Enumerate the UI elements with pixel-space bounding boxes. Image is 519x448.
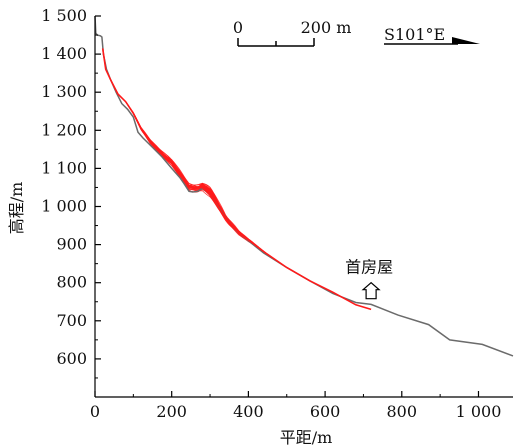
scale-bar: 0 200 m xyxy=(233,18,352,47)
y-tick-label: 900 xyxy=(56,235,87,254)
trajectory-band-line xyxy=(125,101,266,254)
y-tick-label: 1 300 xyxy=(41,82,87,101)
trajectory-band-line xyxy=(125,101,266,254)
y-tick-label: 800 xyxy=(56,273,87,292)
y-axis-title: 高程/m xyxy=(7,182,26,235)
x-tick-label: 800 xyxy=(387,402,418,421)
trajectory-band-line xyxy=(125,101,266,254)
y-tick-label: 700 xyxy=(56,311,87,330)
house-marker: 首房屋 xyxy=(345,258,393,300)
axes: 0 200 400 600 800 1 000 600 700 800 900 1 000 1 10… xyxy=(41,6,513,421)
trajectory-band-line xyxy=(125,101,266,254)
x-tick-label: 600 xyxy=(310,402,341,421)
trajectory-band xyxy=(125,101,266,254)
trajectory-band-line xyxy=(125,101,266,254)
x-tick-label: 1 000 xyxy=(456,402,502,421)
x-ticks: 0 200 400 600 800 1 000 xyxy=(90,391,501,421)
y-ticks: 600 700 800 900 1 000 1 100 1 200 1 300 1 400 1 5… xyxy=(41,6,101,379)
trajectory-band-line xyxy=(125,101,266,254)
trajectory-band-line xyxy=(125,101,266,254)
trajectory-band-line xyxy=(125,101,266,254)
y-tick-label: 1 200 xyxy=(41,120,87,139)
trajectory-band-line xyxy=(125,101,266,254)
trajectory-band-line xyxy=(125,101,266,254)
scale-bar-label-start: 0 xyxy=(233,18,243,37)
direction-indicator: S101°E xyxy=(384,25,480,45)
trajectory-band-line xyxy=(125,101,266,254)
y-tick-label: 1 100 xyxy=(41,158,87,177)
direction-label: S101°E xyxy=(384,25,445,44)
trajectory-band-line xyxy=(125,101,266,254)
house-marker-label: 首房屋 xyxy=(345,258,393,277)
y-tick-label: 1 000 xyxy=(41,197,87,216)
trajectory-band-line xyxy=(125,101,266,254)
trajectory-line xyxy=(101,48,372,311)
y-tick-label: 1 500 xyxy=(41,6,87,25)
trajectory-band-line xyxy=(125,101,266,254)
trajectory-band-line xyxy=(125,101,266,254)
up-arrow-icon xyxy=(361,281,381,300)
trajectory-band-line xyxy=(125,101,266,254)
trajectory-band-line xyxy=(125,101,266,254)
trajectory-band-line xyxy=(125,101,266,254)
x-tick-label: 0 xyxy=(90,402,100,421)
y-tick-label: 1 400 xyxy=(41,44,87,63)
trajectory-band-line xyxy=(125,101,266,254)
direction-arrow-icon xyxy=(452,37,480,44)
trajectory-band-line xyxy=(125,101,266,254)
trajectory-band-line xyxy=(125,101,266,254)
trajectory-band-line xyxy=(125,101,266,254)
x-tick-label: 400 xyxy=(233,402,264,421)
scale-bar-label-end: 200 m xyxy=(301,18,352,37)
x-tick-label: 200 xyxy=(156,402,187,421)
y-tick-label: 600 xyxy=(56,349,87,368)
trajectory-band-line xyxy=(125,101,266,254)
trajectory-band-line xyxy=(125,101,266,254)
x-axis-title: 平距/m xyxy=(280,428,333,447)
terrain-profile-line xyxy=(94,15,514,357)
